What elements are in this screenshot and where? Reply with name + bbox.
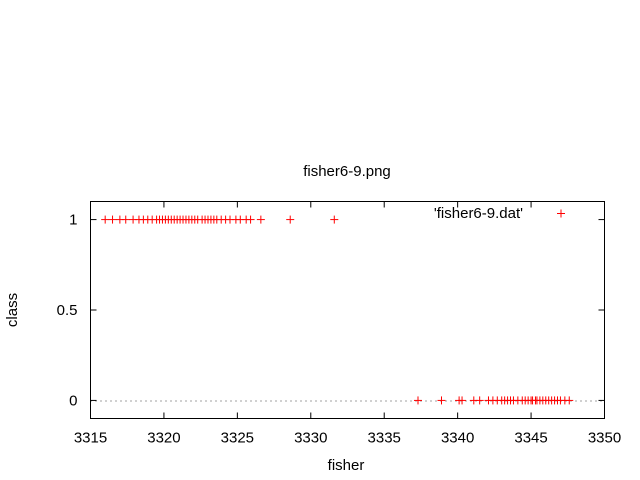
x-tick-label: 3345 (514, 430, 547, 447)
data-point (458, 396, 467, 405)
x-tick-label: 3340 (441, 430, 474, 447)
data-point (256, 215, 265, 224)
y-tick-label: 0 (69, 392, 77, 409)
data-point (330, 215, 339, 224)
x-axis-label: fisher (328, 457, 365, 474)
legend-label: 'fisher6-9.dat' (434, 205, 523, 222)
data-point (565, 396, 574, 405)
x-tick-label: 3320 (147, 430, 180, 447)
data-point (286, 215, 295, 224)
data-point (101, 215, 110, 224)
y-tick-label: 0.5 (57, 302, 78, 319)
plot-frame (90, 201, 605, 419)
x-tick-label: 3350 (588, 430, 621, 447)
x-tick-label: 3325 (221, 430, 254, 447)
x-axis-ticks: 3315 3320 3325 3330 3335 3340 3345 3350 (74, 201, 621, 447)
y-axis-ticks: 00.51 (57, 212, 605, 409)
x-tick-label: 3330 (294, 430, 327, 447)
y-tick-label: 1 (69, 212, 77, 229)
x-tick-label: 3315 (74, 430, 107, 447)
legend-marker-symbol (557, 209, 565, 218)
data-point (475, 396, 484, 405)
data-points (101, 215, 574, 405)
data-point (108, 215, 117, 224)
data-point (413, 396, 422, 405)
y-axis-label: class (4, 293, 21, 327)
x-tick-label: 3335 (368, 430, 401, 447)
data-point (121, 215, 130, 224)
data-point (437, 396, 446, 405)
data-point (246, 215, 255, 224)
legend-marker (557, 209, 565, 218)
chart-title: fisher6-9.png (303, 163, 391, 180)
